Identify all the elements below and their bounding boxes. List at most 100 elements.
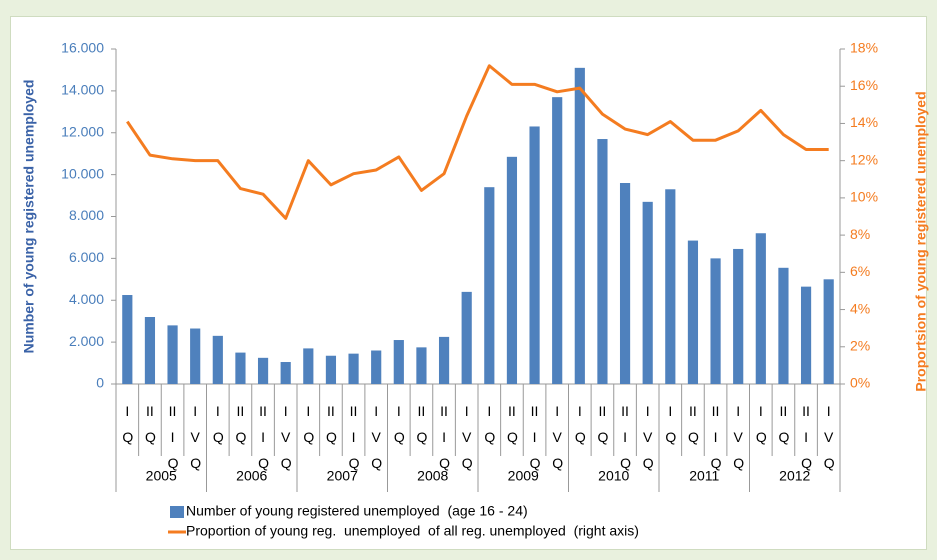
bar: [235, 352, 246, 384]
year-label: 2011: [689, 468, 719, 484]
bar: [574, 67, 585, 384]
y2-tick-label: 10%: [850, 189, 878, 205]
bar: [438, 336, 450, 384]
y2-tick-label: 12%: [850, 151, 878, 167]
x-tick-label: I Q: [212, 403, 224, 445]
x-tick-label: II Q: [506, 403, 518, 445]
bar: [642, 201, 653, 384]
x-tick-label: I Q: [484, 403, 496, 445]
legend-label: Proportion of young reg. unemployed of a…: [186, 523, 639, 539]
bar: [190, 328, 201, 384]
x-tick-label: III Q: [348, 403, 360, 471]
y-tick-label: 12.000: [61, 123, 104, 139]
x-tick-label: II Q: [597, 403, 609, 445]
year-label: 2012: [779, 468, 810, 484]
bar: [506, 156, 518, 384]
y-axis-title: Number of young registered unemployed: [21, 80, 37, 354]
year-label: 2006: [236, 468, 267, 484]
bar: [393, 340, 404, 384]
line: [126, 64, 829, 220]
x-tick-label: IV Q: [461, 403, 473, 471]
year-label: 2008: [417, 468, 448, 484]
x-tick-label: IV Q: [823, 403, 835, 471]
bar: [778, 267, 789, 384]
y2-tick-label: 2%: [850, 337, 870, 353]
bar: [823, 279, 834, 384]
x-tick-label: IV Q: [280, 403, 292, 471]
y-tick-label: 14.000: [61, 82, 104, 98]
x-tick-label: IV Q: [371, 403, 383, 471]
bar: [484, 187, 495, 384]
legend-label: Number of young registered unemployed (a…: [186, 503, 528, 519]
y-tick-label: 10.000: [61, 165, 104, 181]
y2-tick-label: 6%: [850, 263, 870, 279]
bar: [212, 335, 223, 384]
x-tick-label: I Q: [665, 403, 677, 445]
legend-swatch: [170, 506, 184, 518]
x-tick-label: IV Q: [190, 403, 202, 471]
x-tick-label: I Q: [755, 403, 767, 445]
bar: [167, 325, 178, 384]
x-tick-label: I Q: [122, 403, 134, 445]
x-tick-label: III Q: [258, 403, 269, 471]
x-tick-label: III Q: [620, 403, 631, 471]
x-tick-label: I Q: [303, 403, 315, 445]
year-label: 2010: [598, 468, 629, 484]
bar: [280, 362, 291, 384]
y-tick-label: 2.000: [69, 333, 104, 349]
bar: [529, 126, 540, 384]
bar: [325, 355, 337, 384]
x-tick-label: II Q: [325, 403, 337, 445]
y2-tick-label: 0%: [850, 375, 870, 391]
y-tick-label: 8.000: [69, 207, 104, 223]
y-tick-label: 16.000: [61, 40, 104, 56]
bar: [665, 189, 676, 384]
x-tick-label: IV Q: [733, 403, 745, 471]
x-tick-label: III Q: [529, 403, 541, 471]
bar: [710, 258, 721, 384]
y2-tick-label: 8%: [850, 226, 870, 242]
y2-tick-label: 14%: [850, 114, 878, 130]
bar: [257, 357, 269, 384]
bar: [461, 291, 472, 384]
bar: [597, 139, 608, 384]
bar: [755, 233, 766, 384]
x-tick-label: II Q: [778, 403, 790, 445]
y2-axis-title: Proportsion of young registered unemploy…: [913, 91, 929, 391]
x-tick-label: I Q: [393, 403, 405, 445]
x-tick-label: III Q: [167, 403, 179, 471]
bar: [733, 248, 744, 384]
year-label: 2009: [508, 468, 539, 484]
y2-tick-label: 4%: [850, 300, 870, 316]
bar: [303, 348, 314, 384]
x-tick-label: III Q: [710, 403, 722, 471]
bar: [144, 317, 156, 384]
bar: [416, 347, 427, 384]
x-tick-label: III Q: [439, 403, 450, 471]
bar: [800, 286, 812, 384]
x-tick-label: IV Q: [552, 403, 564, 471]
y2-tick-label: 18%: [850, 40, 878, 56]
bar: [619, 183, 631, 384]
y-tick-label: 0: [96, 375, 104, 391]
x-tick-label: I Q: [574, 403, 586, 445]
x-tick-label: II Q: [687, 403, 699, 445]
y2-tick-label: 16%: [850, 77, 878, 93]
bar: [348, 353, 359, 384]
bar: [371, 350, 382, 384]
bar: [687, 240, 699, 384]
x-tick-label: II Q: [235, 403, 247, 445]
x-tick-label: III Q: [801, 403, 812, 471]
x-tick-label: II Q: [416, 403, 428, 445]
bar: [552, 97, 563, 384]
year-label: 2005: [146, 468, 177, 484]
y-tick-label: 4.000: [69, 291, 104, 307]
x-tick-label: IV Q: [642, 403, 654, 471]
bar: [122, 295, 133, 384]
year-label: 2007: [327, 468, 358, 484]
x-tick-label: II Q: [144, 403, 156, 445]
y-tick-label: 6.000: [69, 249, 104, 265]
chart-panel: [10, 16, 927, 550]
